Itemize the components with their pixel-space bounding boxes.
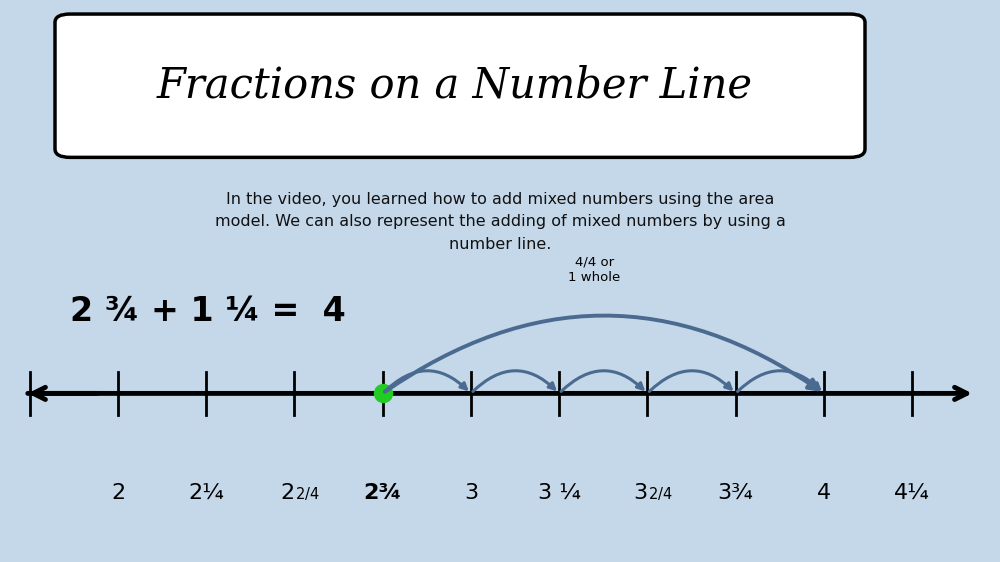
Text: 4¼: 4¼ xyxy=(894,483,930,504)
FancyArrowPatch shape xyxy=(649,371,731,392)
Text: $_{2/4}$: $_{2/4}$ xyxy=(648,483,673,504)
Text: 2¼: 2¼ xyxy=(188,483,224,504)
Text: 4: 4 xyxy=(817,483,831,504)
Text: 2: 2 xyxy=(111,483,125,504)
Text: 2 ¾ + 1 ¼ =  4: 2 ¾ + 1 ¼ = 4 xyxy=(70,296,346,328)
Text: Fractions on a Number Line: Fractions on a Number Line xyxy=(157,65,753,106)
FancyArrowPatch shape xyxy=(738,371,819,392)
FancyArrowPatch shape xyxy=(473,371,555,392)
Text: 3: 3 xyxy=(633,483,647,504)
FancyArrowPatch shape xyxy=(561,371,643,392)
Text: In the video, you learned how to add mixed numbers using the area
model. We can : In the video, you learned how to add mix… xyxy=(215,192,785,252)
Text: 2¾: 2¾ xyxy=(363,483,402,504)
Text: $_{2/4}$: $_{2/4}$ xyxy=(295,483,320,504)
Text: 2: 2 xyxy=(280,483,294,504)
FancyArrowPatch shape xyxy=(385,371,466,392)
FancyArrowPatch shape xyxy=(385,316,818,392)
Text: 3: 3 xyxy=(464,483,478,504)
Text: 4/4 or
1 whole: 4/4 or 1 whole xyxy=(568,256,621,284)
Text: 3¾: 3¾ xyxy=(718,483,753,504)
FancyBboxPatch shape xyxy=(55,14,865,157)
Text: 3 ¼: 3 ¼ xyxy=(538,483,581,504)
